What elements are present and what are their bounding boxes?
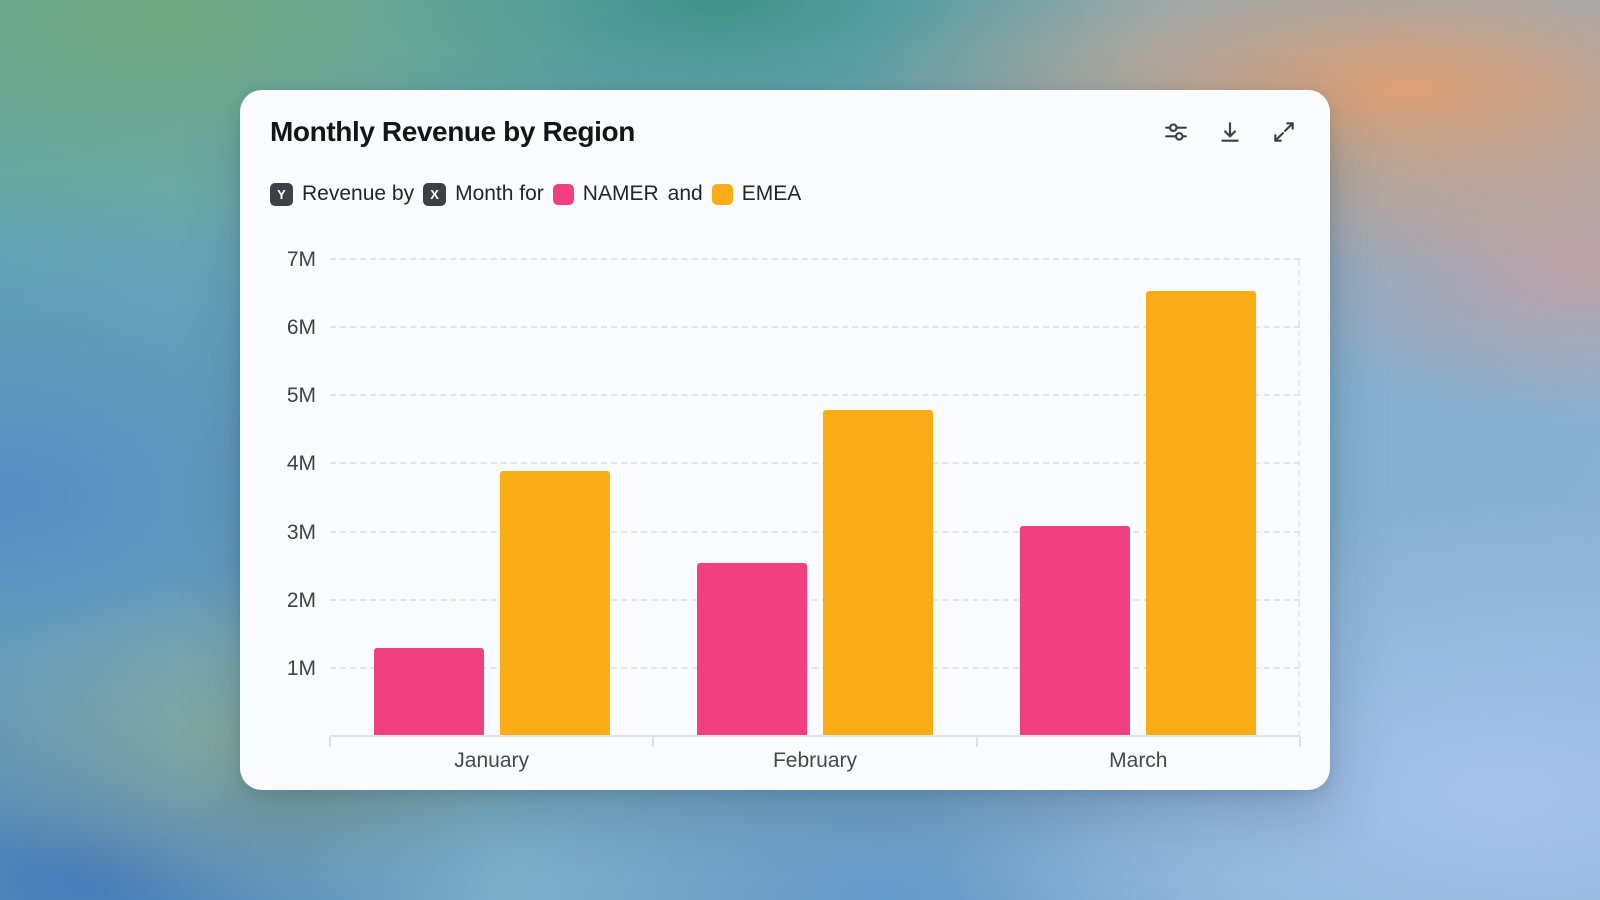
plot-area: January February March 1M 2M 3M 4M 5M 6M 7M [287,248,1301,772]
category-group-march [977,260,1300,737]
y-axis-label-3M: 3M [286,520,316,544]
category-group-january [330,260,653,737]
axis-tick [329,737,331,747]
legend-label-namer: NAMER [582,182,659,205]
chart-card: Monthly Revenue by Region [240,90,1330,790]
bar-emea-march[interactable] [1146,290,1257,737]
legend-label-emea: EMEA [741,182,802,205]
y-axis-label-2M: 2M [286,588,316,612]
axis-tick [975,737,978,747]
subtitle-text-and: and [667,182,703,205]
gridline-3M [330,530,1300,533]
bar-namer-january[interactable] [373,648,484,737]
page-title: Monthly Revenue by Region [270,116,635,147]
expand-button[interactable] [1270,118,1298,146]
filter-settings-button[interactable] [1162,118,1190,146]
download-icon [1221,122,1239,142]
subtitle-text-month: Month for [455,182,544,205]
gridline-7M [330,258,1300,260]
axis-tick [1299,737,1301,747]
bar-namer-march[interactable] [1020,525,1131,737]
toolbar [1162,118,1298,146]
x-axis-label-march: March [1109,749,1168,772]
y-axis-badge: Y [270,182,293,206]
y-axis-label-5M: 5M [286,384,316,408]
x-axis-label-january: January [454,749,530,772]
gridline-1M [330,666,1300,669]
sliders-icon [1165,123,1187,141]
y-axis-label-6M: 6M [286,316,316,340]
y-axis-label-4M: 4M [286,452,316,476]
legend-swatch-emea [711,183,733,205]
y-axis-label-1M: 1M [286,656,316,680]
axis-tick [652,737,655,747]
bar-emea-february[interactable] [822,409,933,737]
plot-right-edge [1298,260,1300,737]
gridline-6M [330,326,1300,329]
gridline-2M [330,598,1300,601]
legend-swatch-namer [552,183,574,205]
download-button[interactable] [1216,118,1244,146]
y-axis-label-7M: 7M [286,248,316,271]
category-group-february [653,260,976,737]
gridline-5M [330,394,1300,397]
bar-emea-january[interactable] [499,471,610,737]
gridline-4M [330,462,1300,465]
chart-subtitle: Y Revenue by X Month for NAMER and EMEA [270,182,801,206]
x-axis-badge: X [423,182,447,206]
expand-icon [1274,122,1294,142]
x-axis-label-february: February [772,749,857,772]
bars-row [330,260,1300,737]
x-axis-line [330,735,1300,737]
bar-namer-february[interactable] [696,563,807,737]
subtitle-text-revenue: Revenue by [302,182,415,205]
category-labels: January February March [330,749,1300,773]
